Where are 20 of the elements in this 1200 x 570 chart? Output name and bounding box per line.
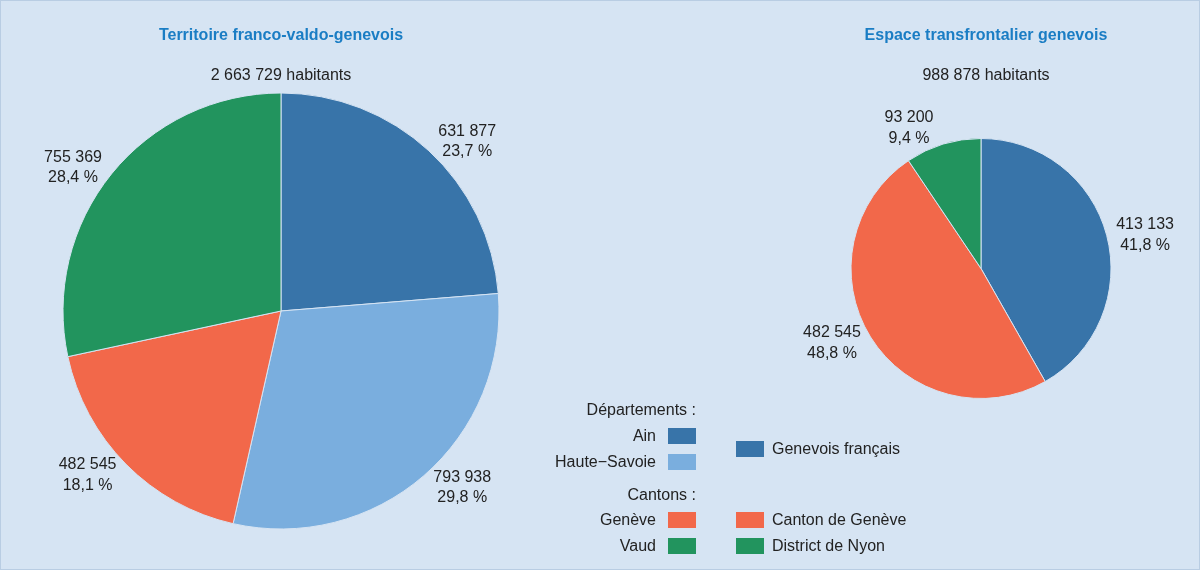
legend-label: District de Nyon [772, 537, 885, 555]
legend-label: Genève [599, 511, 656, 529]
data-label: 793 938 29,8 % [433, 467, 492, 506]
text: Cantons : [627, 486, 696, 503]
data-label: 482 545 48,8 % [803, 323, 862, 362]
legend-label: Genevois français [772, 440, 901, 458]
data-label: 482 545 18,1 % [58, 454, 117, 493]
legend-label: Canton de Genève [772, 511, 907, 529]
chart-subtitle: 988 878 habitants [922, 66, 1050, 83]
legend-label: Ain [632, 427, 656, 445]
data-label: 631 877 23,7 % [438, 121, 497, 160]
data-label: 413 133 41,8 % [1116, 215, 1175, 253]
chart-title: Espace transfrontalier genevois [864, 26, 1108, 44]
legend-label: Haute−Savoie [555, 453, 656, 471]
chart-subtitle: 2 663 729 habitants [210, 66, 352, 83]
data-label: 93 200 9,4 % [884, 107, 934, 146]
data-label: 755 369 28,4 % [44, 147, 103, 186]
chart-title: Territoire franco-valdo-genevois [158, 26, 404, 44]
legend-label: Vaud [619, 537, 656, 555]
legend-title: Départements : [585, 401, 697, 419]
